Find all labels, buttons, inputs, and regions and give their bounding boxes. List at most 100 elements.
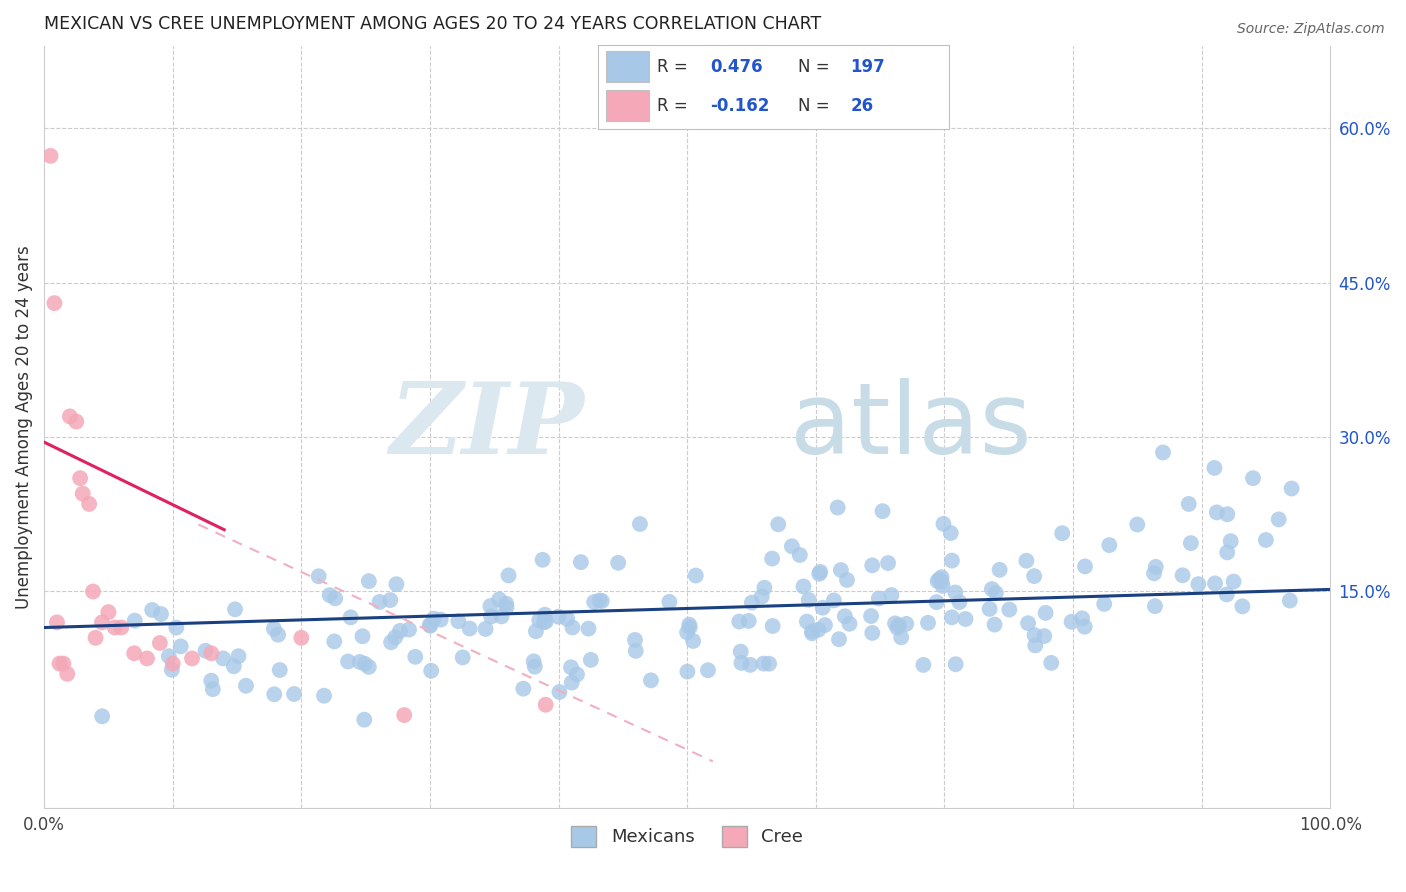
Point	[624, 644, 647, 658]
Point	[46, 615, 69, 630]
Point	[222, 659, 245, 673]
Point	[170, 640, 193, 654]
Point	[533, 615, 555, 630]
Point	[927, 574, 949, 588]
Point	[82, 584, 104, 599]
Point	[1177, 497, 1199, 511]
Point	[1143, 599, 1166, 614]
Point	[1180, 536, 1202, 550]
Point	[983, 617, 1005, 632]
Point	[201, 682, 224, 697]
Point	[931, 579, 953, 593]
Point	[419, 618, 441, 632]
Point	[389, 624, 412, 638]
Point	[72, 486, 94, 500]
Point	[917, 615, 939, 630]
Point	[860, 626, 883, 640]
Point	[797, 593, 820, 607]
Point	[77, 497, 100, 511]
Point	[808, 566, 831, 581]
Point	[160, 663, 183, 677]
Point	[524, 624, 547, 639]
Point	[682, 634, 704, 648]
Point	[565, 667, 588, 681]
Point	[1278, 593, 1301, 607]
Point	[884, 616, 907, 631]
Point	[880, 588, 903, 602]
Point	[658, 595, 681, 609]
Text: MEXICAN VS CREE UNEMPLOYMENT AMONG AGES 20 TO 24 YEARS CORRELATION CHART: MEXICAN VS CREE UNEMPLOYMENT AMONG AGES …	[44, 15, 821, 33]
Point	[323, 591, 346, 606]
Point	[1074, 559, 1097, 574]
Point	[1050, 526, 1073, 541]
Point	[628, 516, 651, 531]
Point	[498, 568, 520, 582]
Point	[200, 646, 222, 660]
Point	[149, 636, 172, 650]
Point	[925, 595, 948, 609]
Point	[948, 595, 970, 609]
Point	[1073, 620, 1095, 634]
Point	[624, 632, 647, 647]
Point	[1040, 656, 1063, 670]
Point	[807, 623, 830, 637]
Point	[1205, 505, 1227, 519]
Text: N =: N =	[799, 58, 835, 76]
Point	[263, 687, 285, 701]
FancyBboxPatch shape	[606, 90, 648, 121]
Point	[912, 657, 935, 672]
Point	[678, 617, 700, 632]
Point	[780, 539, 803, 553]
Point	[697, 663, 720, 677]
Point	[730, 656, 752, 670]
Point	[939, 526, 962, 541]
Point	[84, 631, 107, 645]
Point	[814, 618, 837, 632]
Text: R =: R =	[657, 96, 693, 114]
Point	[534, 698, 557, 712]
Point	[860, 558, 883, 573]
Point	[474, 622, 496, 636]
Point	[679, 620, 702, 634]
Point	[676, 665, 699, 679]
Point	[761, 551, 783, 566]
Point	[860, 609, 883, 624]
Point	[1204, 461, 1226, 475]
Point	[224, 602, 246, 616]
Point	[607, 556, 630, 570]
Point	[1060, 615, 1083, 629]
Point	[941, 553, 963, 567]
Point	[768, 517, 790, 532]
Text: atlas: atlas	[790, 378, 1032, 475]
Point	[353, 657, 375, 671]
Point	[534, 615, 557, 629]
Point	[868, 591, 890, 606]
Point	[1071, 611, 1094, 625]
Point	[228, 649, 250, 664]
Legend: Mexicans, Cree: Mexicans, Cree	[562, 817, 813, 856]
Point	[998, 602, 1021, 616]
Point	[1024, 569, 1046, 583]
Point	[181, 651, 204, 665]
Point	[91, 709, 114, 723]
Point	[1033, 629, 1056, 643]
Point	[384, 630, 406, 644]
Point	[263, 622, 285, 636]
Point	[1216, 587, 1239, 601]
Point	[523, 654, 546, 668]
Point	[1241, 471, 1264, 485]
Point	[194, 644, 217, 658]
Point	[97, 605, 120, 619]
Point	[39, 149, 62, 163]
Point	[420, 664, 443, 678]
Point	[945, 657, 967, 672]
Point	[835, 573, 858, 587]
Point	[578, 622, 600, 636]
Point	[789, 548, 811, 562]
Text: 197: 197	[851, 58, 886, 76]
Point	[323, 634, 346, 648]
Point	[1017, 616, 1039, 631]
Point	[1187, 577, 1209, 591]
Point	[548, 685, 571, 699]
Point	[872, 504, 894, 518]
